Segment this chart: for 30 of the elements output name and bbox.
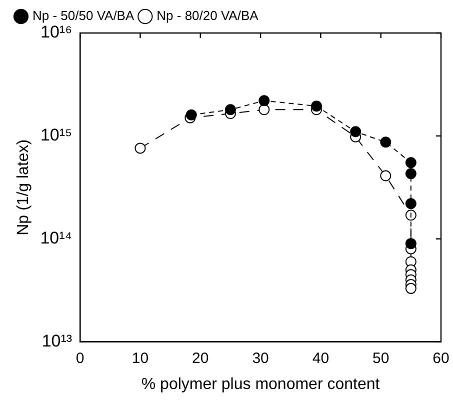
point [350, 126, 362, 138]
point [134, 142, 146, 154]
x-axis-title: % polymer plus monomer content [141, 376, 380, 393]
x-tick-label: 50 [372, 350, 390, 367]
point [405, 238, 416, 250]
point [380, 170, 392, 182]
legend-label: Np - 80/20 VA/BA [156, 8, 259, 24]
point [380, 136, 392, 148]
y-tick-label: 10¹⁴ [40, 228, 72, 248]
point [405, 210, 416, 221]
x-tick-label: 60 [432, 350, 450, 367]
point [405, 157, 416, 168]
y-tick-label: 10¹⁶ [40, 22, 72, 42]
point [405, 198, 416, 210]
x-tick-label: 0 [76, 350, 84, 367]
point [405, 168, 416, 180]
point [405, 282, 416, 294]
point [258, 104, 270, 116]
point [224, 104, 236, 116]
y-tick-label: 10¹⁵ [40, 126, 72, 145]
point [258, 95, 270, 106]
y-tick-label: 10¹³ [42, 331, 72, 350]
y-axis-title: Np (1/g latex) [15, 139, 32, 236]
x-tick-label: 40 [312, 350, 330, 367]
legend-label: Np - 50/50 VA/BA [32, 8, 134, 24]
x-tick-label: 10 [132, 350, 149, 367]
x-tick-label: 20 [192, 350, 209, 367]
x-tick-label: 30 [252, 350, 269, 367]
point [186, 109, 197, 120]
point [310, 100, 322, 112]
